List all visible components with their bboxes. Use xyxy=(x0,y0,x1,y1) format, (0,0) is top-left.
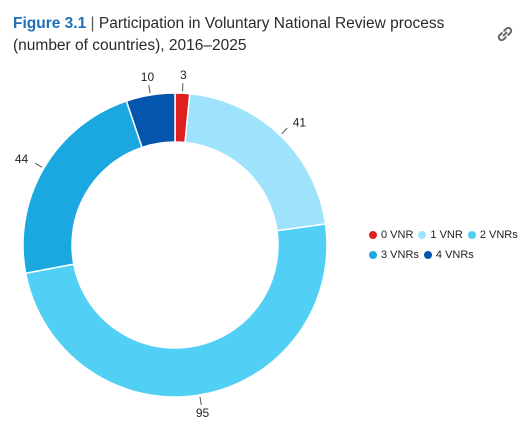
legend-label: 2 VNRs xyxy=(479,229,518,241)
legend-item-1-vnr[interactable]: 1 VNR xyxy=(418,229,463,241)
slice-1-vnr[interactable] xyxy=(184,92,327,232)
chart-legend: 0 VNR 1 VNR 2 VNRs 3 VNRs 4 VNRs xyxy=(369,225,522,265)
legend-item-0-vnr[interactable]: 0 VNR xyxy=(369,229,413,241)
legend-label: 0 VNR xyxy=(381,229,414,241)
legend-swatch xyxy=(418,231,427,239)
slice-4-vnrs[interactable] xyxy=(125,92,176,149)
label-leader-line xyxy=(148,85,151,94)
legend-label: 1 VNR xyxy=(430,229,463,241)
label-leader-line xyxy=(34,162,43,168)
data-label: 44 xyxy=(15,152,29,166)
label-leader-line xyxy=(199,396,202,405)
data-label: 10 xyxy=(141,70,155,84)
legend-label: 3 VNRs xyxy=(381,249,419,261)
slice-2-vnrs[interactable] xyxy=(24,223,328,398)
legend-item-3-vnrs[interactable]: 3 VNRs xyxy=(369,249,419,261)
legend-item-2-vnrs[interactable]: 2 VNRs xyxy=(467,229,518,241)
legend-swatch xyxy=(369,231,377,239)
data-label: 95 xyxy=(196,406,210,420)
figure-label: Figure 3.1 xyxy=(13,15,87,32)
chart-title: Participation in Voluntary National Revi… xyxy=(13,15,445,54)
legend-item-4-vnrs[interactable]: 4 VNRs xyxy=(423,249,474,261)
legend-row: 3 VNRs 4 VNRs xyxy=(369,245,522,265)
legend-swatch xyxy=(423,251,432,259)
data-label: 3 xyxy=(180,68,187,82)
chart-header: Figure 3.1 | Participation in Voluntary … xyxy=(13,13,483,57)
legend-swatch xyxy=(467,231,476,239)
link-icon[interactable] xyxy=(495,24,515,44)
label-leader-line xyxy=(281,127,288,135)
legend-label: 4 VNRs xyxy=(435,249,474,261)
data-label: 41 xyxy=(293,115,307,129)
slice-3-vnrs[interactable] xyxy=(22,100,144,275)
legend-row: 0 VNR 1 VNR 2 VNRs xyxy=(369,225,522,245)
title-separator: | xyxy=(90,15,95,32)
legend-swatch xyxy=(369,251,377,259)
